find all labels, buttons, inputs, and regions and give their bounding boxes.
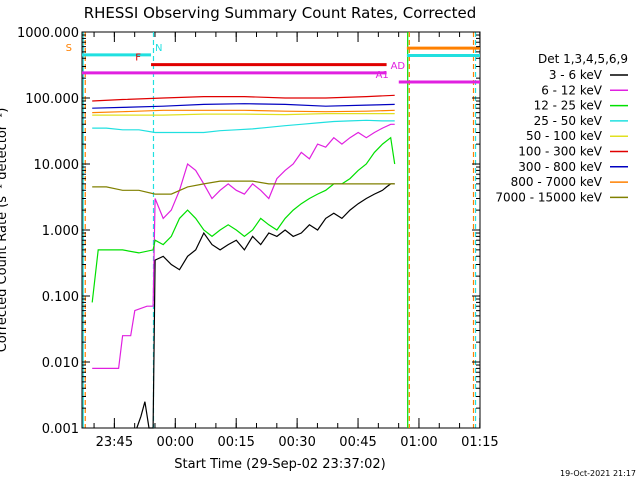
y-tick-label-1: 0.010 xyxy=(42,356,79,371)
y-tick-label-4: 10.000 xyxy=(34,158,80,173)
legend-label-8: 7000 - 15000 keV xyxy=(495,190,602,204)
plot-frame xyxy=(81,31,481,429)
y-tick-label-2: 0.100 xyxy=(42,290,79,305)
series-lines xyxy=(91,94,396,429)
legend-label-4: 50 - 100 keV xyxy=(526,129,603,143)
chart-title: RHESSI Observing Summary Count Rates, Co… xyxy=(84,4,477,22)
y-tick-label-3: 1.000 xyxy=(42,224,79,239)
x-tick-label-4: 00:45 xyxy=(339,435,376,450)
legend-label-5: 100 - 300 keV xyxy=(518,145,602,159)
x-tick-label-3: 00:30 xyxy=(278,435,315,450)
y-axis-label: Corrected Count Rate (s⁻¹ detector⁻¹) xyxy=(0,108,10,353)
x-tick-label-6: 01:15 xyxy=(461,435,498,450)
series-line-8 xyxy=(92,180,395,195)
series-line-6 xyxy=(92,103,395,109)
x-tick-label-2: 00:15 xyxy=(217,435,254,450)
x-axis-label: Start Time (29-Sep-02 23:37:02) xyxy=(174,457,385,472)
series-line-0 xyxy=(136,183,395,429)
legend-label-6: 300 - 800 keV xyxy=(518,160,602,174)
legend-label-0: 3 - 6 keV xyxy=(549,68,603,82)
series-line-3 xyxy=(92,119,395,134)
y-tick-label-5: 100.000 xyxy=(25,92,79,107)
flag-label-4: AD xyxy=(391,61,406,72)
series-line-4 xyxy=(92,112,395,116)
axes: 0.001 0.010 0.100 1.000 10.000 100.000 1000.00… xyxy=(17,26,499,450)
x-tick-label-0: 23:45 xyxy=(96,435,133,450)
timestamp: 19-Oct-2021 21:17 xyxy=(560,469,636,478)
plot-area xyxy=(81,31,481,429)
flag-label-0: S xyxy=(66,43,72,54)
legend-label-3: 25 - 50 keV xyxy=(534,114,603,128)
flag-label-1: N xyxy=(155,43,162,54)
legend-label-1: 6 - 12 keV xyxy=(541,83,603,97)
legend-label-7: 800 - 7000 keV xyxy=(511,175,603,189)
x-tick-label-1: 00:00 xyxy=(157,435,194,450)
x-tick-label-5: 01:00 xyxy=(400,435,437,450)
flag-label-5: A1 xyxy=(376,70,389,81)
series-line-2 xyxy=(91,136,396,303)
flag-label-2: F xyxy=(135,53,141,64)
y-tick-label-0: 0.001 xyxy=(42,422,79,437)
legend-label-2: 12 - 25 keV xyxy=(534,99,603,113)
y-tick-label-6: 1000.000 xyxy=(17,26,79,41)
series-line-7 xyxy=(92,109,395,114)
series-line-5 xyxy=(92,94,395,102)
legend-title: Det 1,3,4,5,6,9 xyxy=(538,52,628,66)
series-line-1 xyxy=(92,123,395,369)
